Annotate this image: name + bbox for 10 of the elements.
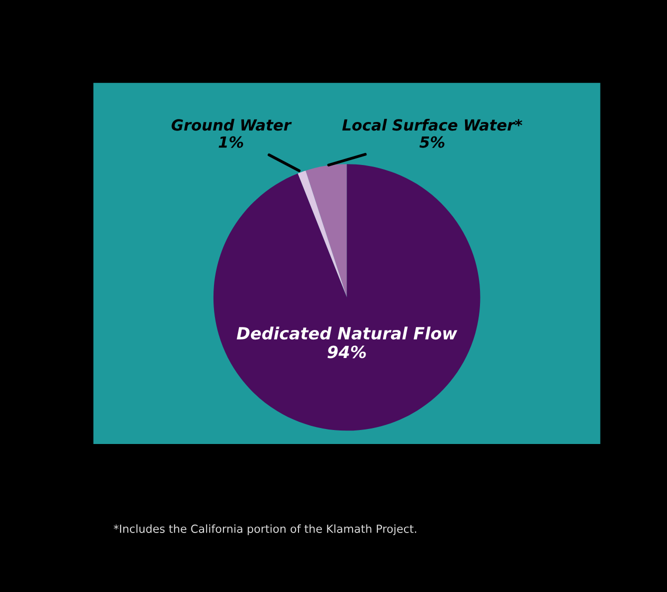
pie-slice bbox=[306, 164, 347, 298]
data-label: 94% bbox=[328, 346, 366, 358]
slice-label: Dedicated Natural Flow bbox=[236, 326, 458, 340]
pie-slice bbox=[298, 170, 347, 298]
slice-label: Local Surface Water* bbox=[342, 118, 522, 131]
pie-slice bbox=[213, 164, 480, 431]
text: *Includes the California portion of the Klamath Project. bbox=[114, 524, 416, 536]
slice-label: Ground Water bbox=[172, 118, 292, 131]
data-label: 1% bbox=[218, 136, 244, 148]
data-label: 5% bbox=[420, 136, 444, 148]
